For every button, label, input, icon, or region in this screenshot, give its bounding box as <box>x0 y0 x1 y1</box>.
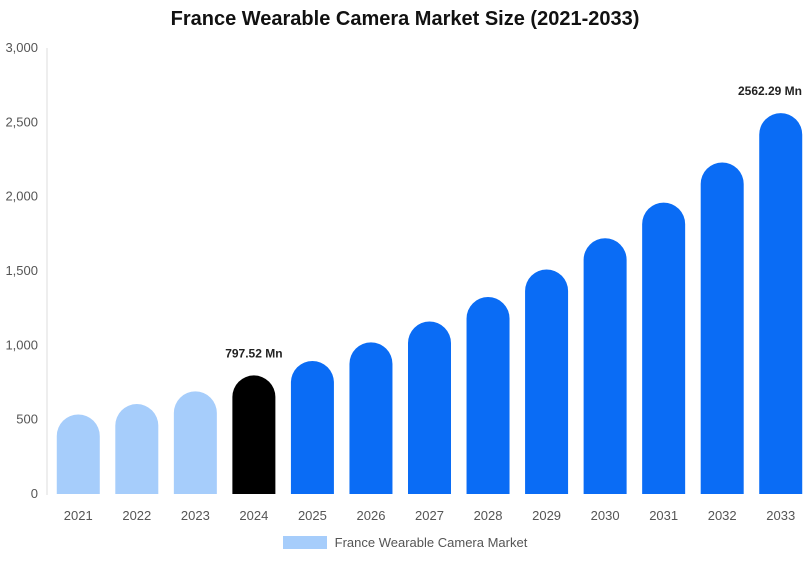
bar-2028[interactable] <box>466 297 510 494</box>
x-tick-label: 2027 <box>415 508 444 523</box>
x-tick-label: 2023 <box>181 508 210 523</box>
x-axis-ticks: 2021 2022 2023 2024 2025 2026 2027 2028 2029 2030… <box>64 508 795 523</box>
chart-title: France Wearable Camera Market Size (2021… <box>170 8 640 30</box>
y-tick-label: 2,500 <box>5 114 38 129</box>
legend-label: France Wearable Camera Market <box>334 535 528 550</box>
data-label-2024: 797.52 Mn <box>225 346 282 360</box>
y-tick-label: 0 <box>31 486 38 501</box>
x-tick-label: 2032 <box>708 508 737 523</box>
x-tick-label: 2025 <box>298 508 327 523</box>
bar-2027[interactable] <box>408 321 451 494</box>
bar-2024[interactable] <box>232 375 276 494</box>
y-axis-ticks: 0 500 1,000 1,500 2,000 2,500 3,000 <box>5 40 38 501</box>
data-labels: 797.52 Mn 2562.29 Mn <box>225 84 802 360</box>
bar-2031[interactable] <box>642 202 686 494</box>
bar-2022[interactable] <box>115 404 159 494</box>
x-tick-label: 2022 <box>122 508 151 523</box>
legend[interactable]: France Wearable Camera Market <box>0 535 810 550</box>
y-tick-label: 1,000 <box>5 337 38 352</box>
x-tick-label: 2030 <box>591 508 620 523</box>
bar-2026[interactable] <box>349 342 393 494</box>
legend-swatch <box>282 536 327 549</box>
bar-2032[interactable] <box>700 162 744 494</box>
bars-group <box>56 113 803 495</box>
bar-2030[interactable] <box>583 238 627 494</box>
y-tick-label: 2,000 <box>5 189 38 204</box>
bar-2023[interactable] <box>173 391 217 494</box>
y-tick-label: 500 <box>16 412 38 427</box>
x-tick-label: 2028 <box>474 508 503 523</box>
bar-2029[interactable] <box>525 269 569 494</box>
bar-2033[interactable] <box>759 113 803 495</box>
bar-2025[interactable] <box>290 360 334 494</box>
x-tick-label: 2031 <box>649 508 678 523</box>
x-tick-label: 2029 <box>532 508 561 523</box>
data-label-2033: 2562.29 Mn <box>738 84 802 98</box>
x-tick-label: 2024 <box>239 508 268 523</box>
bar-2021[interactable] <box>56 414 100 494</box>
x-tick-label: 2026 <box>357 508 386 523</box>
x-tick-label: 2033 <box>766 508 795 523</box>
y-tick-label: 1,500 <box>5 263 38 278</box>
x-tick-label: 2021 <box>64 508 93 523</box>
y-tick-label: 3,000 <box>5 40 38 55</box>
